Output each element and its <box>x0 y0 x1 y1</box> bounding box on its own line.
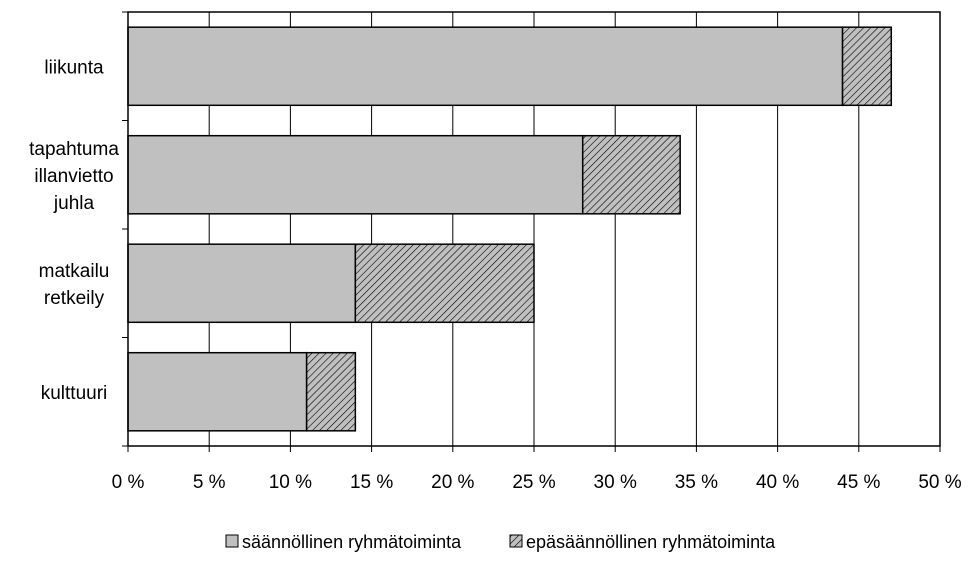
category-label: retkeily <box>44 288 105 309</box>
x-tick-label: 45 % <box>837 472 880 493</box>
category-label: liikunta <box>44 57 104 78</box>
legend-label-regular: säännöllinen ryhmätoiminta <box>242 532 462 552</box>
category-label: tapahtuma <box>29 139 119 160</box>
x-tick-label: 5 % <box>193 472 226 493</box>
x-tick-label: 0 % <box>112 472 145 493</box>
category-label: illanvietto <box>34 166 113 187</box>
bar-regular <box>127 26 844 107</box>
axes <box>122 11 941 452</box>
x-tick-label: 35 % <box>675 472 718 493</box>
x-tick-label: 20 % <box>431 472 474 493</box>
labels: 0 % 5 % 10 % 15 % 20 % 25 % 30 % 35 % 40 % 45 % 50… <box>29 57 962 493</box>
bar-regular <box>127 243 357 324</box>
bar-irregular <box>841 26 893 107</box>
bars <box>127 26 893 432</box>
category-label: matkailu <box>39 261 110 282</box>
category-label: kulttuuri <box>41 383 108 404</box>
x-tick-label: 10 % <box>269 472 312 493</box>
category-label: juhla <box>53 193 95 214</box>
legend-label-irregular: epäsäännöllinen ryhmätoiminta <box>526 532 776 552</box>
bar-regular <box>127 351 308 432</box>
bar-regular <box>127 134 584 215</box>
legend-swatch-irregular <box>509 534 523 548</box>
bar-irregular <box>581 134 681 215</box>
x-tick-label: 50 % <box>918 472 961 493</box>
legend-swatch-regular <box>225 534 239 548</box>
x-tick-label: 30 % <box>594 472 637 493</box>
bar-irregular <box>354 243 535 324</box>
x-tick-label: 25 % <box>512 472 555 493</box>
bar-irregular <box>305 351 357 432</box>
legend: säännöllinen ryhmätoiminta epäsäännölline… <box>225 532 776 552</box>
x-tick-label: 15 % <box>350 472 393 493</box>
x-tick-label: 40 % <box>756 472 799 493</box>
